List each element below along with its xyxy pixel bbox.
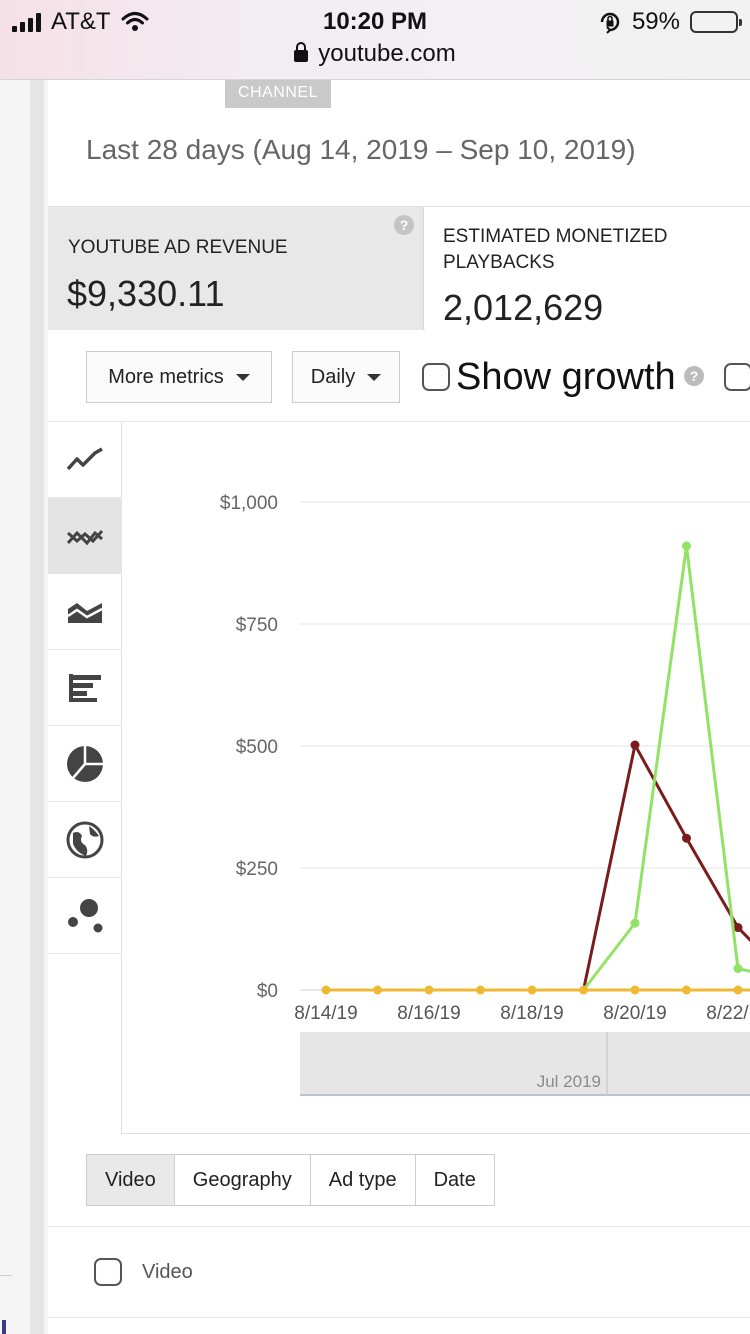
interval-dropdown[interactable]: Daily xyxy=(292,351,400,403)
bar-chart-icon xyxy=(69,673,101,702)
show-growth-checkbox[interactable] xyxy=(422,363,450,391)
status-left: AT&T xyxy=(12,8,149,36)
battery-percent: 59% xyxy=(631,8,680,35)
gutter-divider xyxy=(0,1275,12,1276)
signal-bars-icon xyxy=(12,12,41,32)
analytics-panel: CHANNEL Last 28 days (Aug 14, 2019 – Sep… xyxy=(48,80,750,1334)
data-point[interactable] xyxy=(682,541,691,551)
show-growth-label[interactable]: Show growth xyxy=(456,356,676,398)
chart-type-multi-line[interactable] xyxy=(48,498,122,574)
y-tick-label: $250 xyxy=(236,859,278,880)
chart-series xyxy=(321,541,750,995)
data-point[interactable] xyxy=(321,985,331,995)
left-gutter xyxy=(0,80,48,1334)
data-point[interactable] xyxy=(424,985,434,995)
tab-geography[interactable]: Geography xyxy=(174,1155,311,1205)
metric-label: ESTIMATED MONETIZED PLAYBACKS xyxy=(443,226,668,273)
metric-card-ad-revenue[interactable]: YOUTUBE AD REVENUE $9,330.11 ? xyxy=(48,207,424,330)
x-tick-label: 8/16/19 xyxy=(397,1003,460,1024)
select-all-checkbox[interactable] xyxy=(94,1258,122,1286)
y-tick-label: $1,000 xyxy=(220,493,278,514)
data-point[interactable] xyxy=(476,985,485,995)
status-right: 59% xyxy=(598,8,742,36)
navigator-label: Jul 2019 xyxy=(537,1072,601,1091)
metric-cards: YOUTUBE AD REVENUE $9,330.11 ? ESTIMATED… xyxy=(48,206,750,330)
metric-card-monetized-playbacks[interactable]: ESTIMATED MONETIZED PLAYBACKS 2,012,629 xyxy=(425,207,750,330)
help-icon[interactable]: ? xyxy=(394,215,414,235)
data-point[interactable] xyxy=(373,985,382,995)
rotation-lock-icon xyxy=(600,12,620,34)
x-tick-label: 8/20/19 xyxy=(603,1003,666,1024)
column-header-video: Video xyxy=(142,1261,193,1283)
dimension-tabs: Video Geography Ad type Date xyxy=(86,1154,495,1206)
navigator-track[interactable] xyxy=(300,1032,750,1095)
line-chart-icon xyxy=(66,446,103,470)
series-line-1 xyxy=(582,544,750,991)
chart-controls: More metrics Daily Show growth ? xyxy=(48,330,750,422)
pie-chart-icon xyxy=(67,745,103,782)
y-tick-label: $750 xyxy=(236,615,278,636)
status-bar: AT&T 10:20 PM 59% youtube.com xyxy=(0,0,750,80)
stacked-area-chart-icon xyxy=(67,602,103,623)
data-point[interactable] xyxy=(579,985,588,995)
caret-down-icon xyxy=(367,373,382,381)
tab-video[interactable]: Video xyxy=(87,1155,175,1205)
x-tick-label: 8/14/19 xyxy=(294,1003,357,1024)
chart-type-bar[interactable] xyxy=(48,650,122,726)
chart-type-stacked-area[interactable] xyxy=(48,574,122,650)
tab-date[interactable]: Date xyxy=(415,1155,494,1205)
table-header: Video xyxy=(48,1226,750,1318)
data-point[interactable] xyxy=(527,985,537,995)
lock-icon xyxy=(294,42,309,62)
chart-type-selector xyxy=(48,422,122,1134)
data-point[interactable] xyxy=(733,985,743,995)
globe-map-icon xyxy=(66,821,104,858)
wifi-icon xyxy=(121,12,149,31)
data-point[interactable] xyxy=(630,985,640,995)
carrier-label: AT&T xyxy=(51,8,111,35)
chart-type-pie[interactable] xyxy=(48,726,122,802)
metric-label: YOUTUBE AD REVENUE xyxy=(68,237,288,258)
channel-tag[interactable]: CHANNEL xyxy=(225,80,331,108)
more-metrics-label: More metrics xyxy=(108,365,224,388)
url-bar[interactable]: youtube.com xyxy=(0,40,750,68)
date-range: Last 28 days (Aug 14, 2019 – Sep 10, 201… xyxy=(86,134,636,165)
x-axis-tick-labels: 8/14/19 8/16/19 8/18/19 8/20/19 8/22/19 xyxy=(294,1003,750,1024)
caret-down-icon xyxy=(235,373,250,381)
chart-type-geo[interactable] xyxy=(48,802,122,878)
interval-label: Daily xyxy=(310,365,356,388)
bubble-chart-icon xyxy=(68,898,103,932)
data-point[interactable] xyxy=(733,923,743,933)
data-point[interactable] xyxy=(733,964,743,974)
help-icon[interactable]: ? xyxy=(684,366,704,386)
y-tick-label: $500 xyxy=(236,737,278,758)
data-point[interactable] xyxy=(682,985,691,995)
more-metrics-dropdown[interactable]: More metrics xyxy=(86,351,272,403)
gutter-indicator xyxy=(2,1320,6,1334)
chart-type-bubble[interactable] xyxy=(48,878,122,954)
clock: 10:20 PM xyxy=(322,8,428,35)
y-axis-tick-labels: $0 $250 $500 $750 $1,000 xyxy=(220,493,278,1002)
y-tick-label: $0 xyxy=(257,981,278,1002)
multi-line-chart-icon xyxy=(66,529,104,545)
extra-checkbox[interactable] xyxy=(724,363,750,391)
range-navigator: Jul 2019 xyxy=(300,1032,750,1096)
data-point[interactable] xyxy=(630,918,640,928)
data-point[interactable] xyxy=(682,833,691,843)
x-tick-label: 8/18/19 xyxy=(500,1003,563,1024)
revenue-line-chart[interactable]: $0 $250 $500 $750 $1,000 8/14/19 8/16/19 8/18/… xyxy=(48,422,750,1134)
battery-icon xyxy=(690,11,742,33)
tab-ad-type[interactable]: Ad type xyxy=(310,1155,416,1205)
gutter-bar xyxy=(30,80,44,1334)
data-point[interactable] xyxy=(630,740,640,750)
url-text: youtube.com xyxy=(318,40,456,67)
chart-area: $0 $250 $500 $750 $1,000 8/14/19 8/16/19 8/18/… xyxy=(48,422,750,1134)
metric-value: 2,012,629 xyxy=(443,287,604,328)
metric-value: $9,330.11 xyxy=(67,273,225,314)
chart-type-line[interactable] xyxy=(48,422,122,498)
x-tick-label: 8/22/19 xyxy=(706,1003,750,1024)
